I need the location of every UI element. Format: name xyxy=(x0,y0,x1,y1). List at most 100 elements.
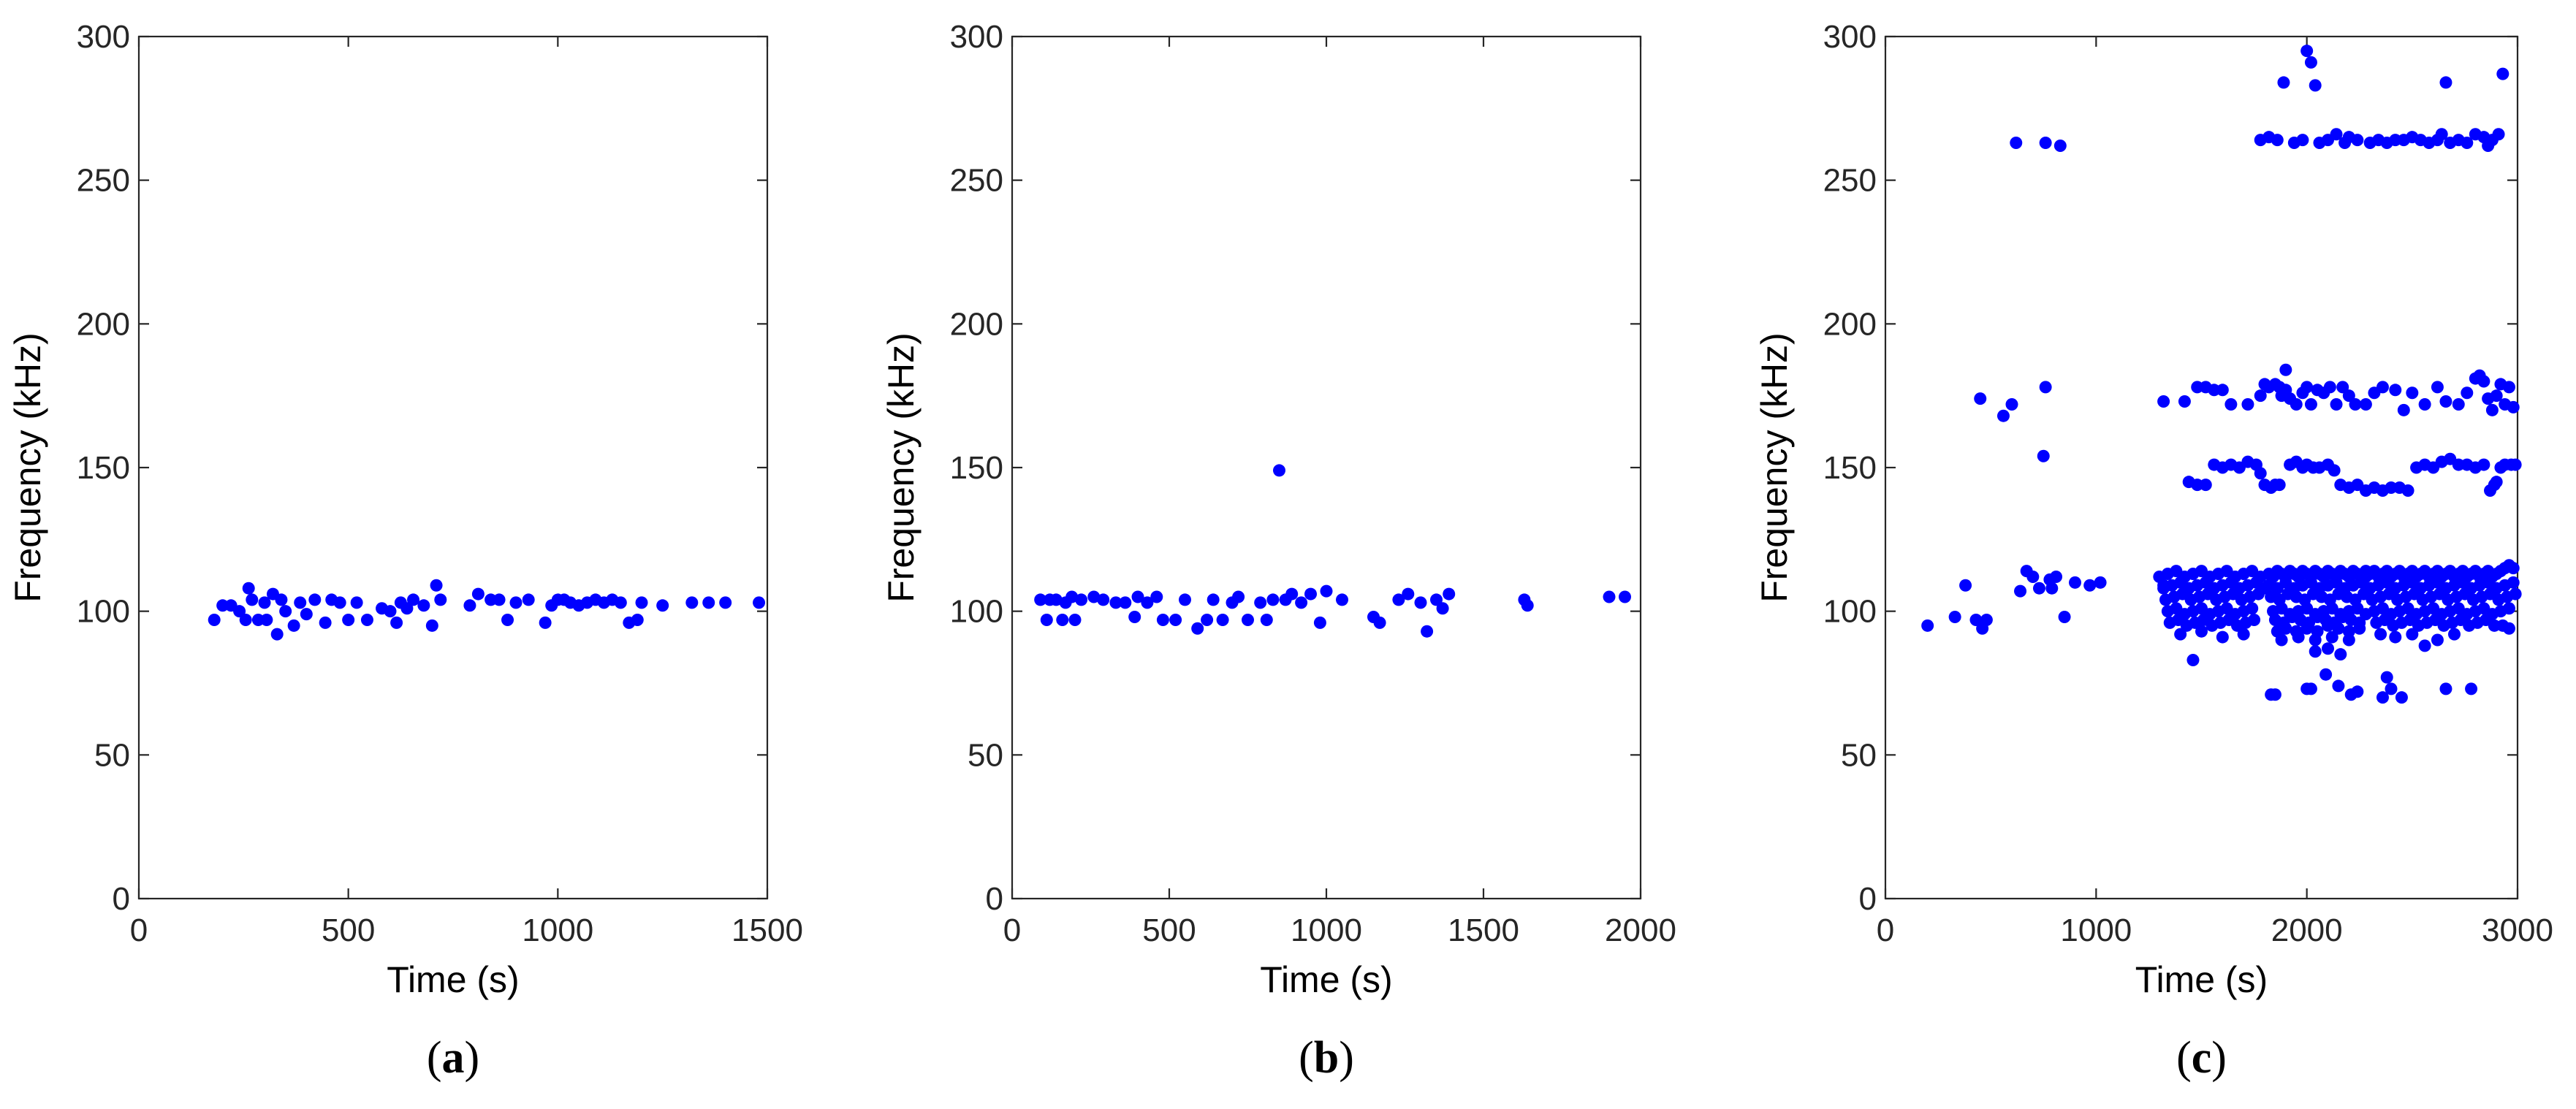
data-point xyxy=(294,596,307,609)
x-tick-label: 1000 xyxy=(522,912,593,948)
scatter-points xyxy=(1921,45,2522,704)
data-point xyxy=(1373,616,1386,629)
y-tick-label: 300 xyxy=(950,19,1003,55)
data-point xyxy=(342,613,355,626)
data-point xyxy=(2325,630,2338,644)
data-point xyxy=(2490,476,2503,489)
data-point xyxy=(631,613,644,626)
data-point xyxy=(2279,363,2292,376)
data-point xyxy=(2452,397,2465,411)
data-point xyxy=(2435,128,2448,141)
data-point xyxy=(2254,389,2267,403)
data-point xyxy=(463,599,476,612)
y-tick-label: 50 xyxy=(968,737,1003,773)
data-point xyxy=(1156,613,1169,626)
data-point xyxy=(2351,134,2364,147)
scatter-panel-a: 0 50 100 150 200 250 300 0 500 1000 1500 Time (s) Fr… xyxy=(7,19,803,1083)
data-point xyxy=(2039,381,2052,394)
data-point xyxy=(2389,630,2402,644)
data-point xyxy=(1131,590,1144,603)
data-point xyxy=(2248,613,2261,626)
y-tick-label: 50 xyxy=(1841,737,1877,773)
data-point xyxy=(1948,611,1961,624)
data-point xyxy=(2309,79,2322,92)
y-axis-label: Frequency (kHz) xyxy=(881,332,922,603)
panel-label: (c) xyxy=(2176,1033,2227,1083)
data-point xyxy=(2418,639,2431,652)
data-point xyxy=(350,596,363,609)
data-point xyxy=(1128,611,1141,624)
y-tick-label: 300 xyxy=(1823,19,1877,55)
data-point xyxy=(2502,602,2515,615)
data-point xyxy=(2406,386,2419,400)
data-point xyxy=(2342,633,2355,647)
data-point xyxy=(2418,397,2431,411)
data-point xyxy=(2275,633,2288,647)
panel-letter: b xyxy=(1314,1033,1339,1083)
data-point xyxy=(1273,464,1285,477)
data-point xyxy=(407,593,420,606)
data-point xyxy=(2431,381,2444,394)
data-point xyxy=(1295,596,1308,609)
data-point xyxy=(2254,467,2267,480)
data-point xyxy=(2374,628,2387,641)
data-point xyxy=(308,593,322,606)
data-point xyxy=(2277,76,2290,89)
panel-letter: c xyxy=(2192,1033,2212,1083)
x-tick-label: 1000 xyxy=(2060,912,2132,948)
data-point xyxy=(2353,622,2366,635)
data-point xyxy=(2401,484,2414,497)
data-point xyxy=(2322,619,2334,632)
data-point xyxy=(1119,596,1132,609)
data-point xyxy=(279,605,292,618)
data-point xyxy=(2319,668,2333,681)
data-point xyxy=(1068,613,1082,626)
data-point xyxy=(1232,590,1245,603)
panel-letter: a xyxy=(442,1033,465,1083)
x-tick-label: 2000 xyxy=(1605,912,1676,948)
data-point xyxy=(2342,625,2355,638)
data-point xyxy=(1254,596,1267,609)
data-point xyxy=(1619,590,1631,603)
data-point xyxy=(1266,593,1280,606)
data-point xyxy=(2485,403,2499,416)
data-point xyxy=(1191,622,1204,635)
data-point xyxy=(2304,56,2317,69)
panel-label: (b) xyxy=(1299,1033,1354,1083)
data-point xyxy=(1097,593,1110,606)
x-tick-label: 0 xyxy=(130,912,148,948)
y-tick-label: 200 xyxy=(1823,306,1877,342)
data-point xyxy=(2309,633,2322,647)
data-point xyxy=(2026,570,2040,583)
data-point xyxy=(2268,688,2281,701)
data-point xyxy=(2014,584,2027,598)
data-point xyxy=(300,608,313,621)
data-point xyxy=(2186,654,2200,667)
data-point xyxy=(2032,582,2045,595)
data-point xyxy=(635,596,648,609)
data-point xyxy=(1087,590,1101,603)
y-tick-label: 200 xyxy=(950,306,1003,342)
y-tick-label: 150 xyxy=(950,450,1003,486)
data-point xyxy=(2292,630,2305,644)
data-point xyxy=(2094,576,2107,589)
data-point xyxy=(493,593,506,606)
data-point xyxy=(702,596,715,609)
x-tick-label: 0 xyxy=(1003,912,1021,948)
data-point xyxy=(2279,622,2292,635)
data-point xyxy=(2195,625,2208,638)
data-point xyxy=(2385,682,2398,695)
data-point xyxy=(1996,409,2010,422)
data-point xyxy=(1207,593,1220,606)
data-point xyxy=(2490,389,2503,403)
data-point xyxy=(1421,625,1434,638)
y-tick-label: 0 xyxy=(986,881,1003,917)
y-tick-label: 0 xyxy=(113,881,130,917)
data-point xyxy=(1260,613,1273,626)
data-point xyxy=(2439,682,2452,695)
data-point xyxy=(1436,602,1449,615)
data-point xyxy=(1034,593,1047,606)
data-point xyxy=(1285,587,1299,601)
data-point xyxy=(319,616,332,629)
data-point xyxy=(685,596,699,609)
